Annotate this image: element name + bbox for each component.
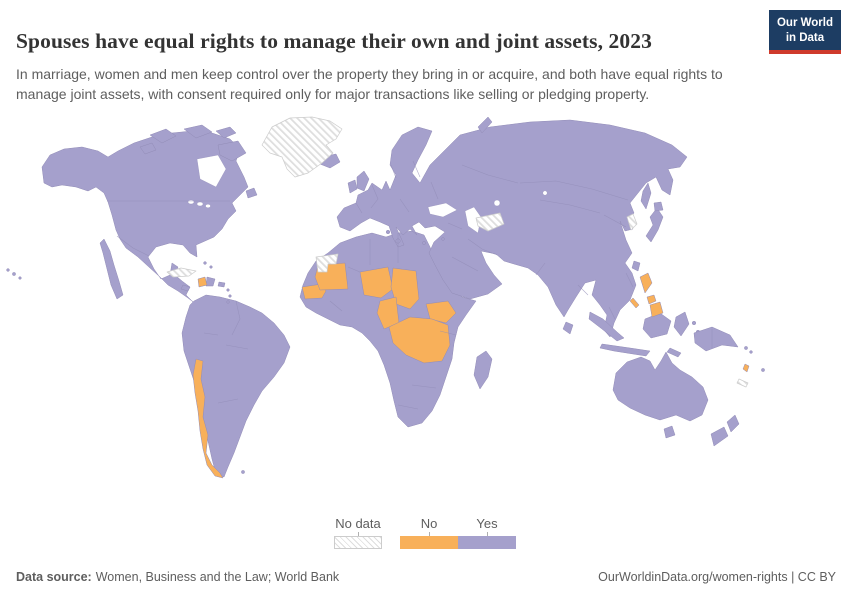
country-vanuatu[interactable]	[742, 363, 750, 373]
region-sakhalin[interactable]	[640, 182, 652, 210]
region-novaya-zemlya[interactable]	[477, 116, 493, 134]
legend-tick	[357, 532, 359, 536]
region-caribbean-islands[interactable]	[180, 261, 245, 474]
world-map[interactable]	[0, 105, 850, 505]
legend-item-yes[interactable]: Yes	[458, 516, 516, 549]
legend-category-bar: No Yes	[400, 516, 516, 549]
legend-swatch-yes[interactable]	[458, 536, 516, 549]
data-source: Data source: Women, Business and the Law;…	[16, 570, 339, 584]
region-sri-lanka[interactable]	[562, 321, 574, 335]
page-title: Spouses have equal rights to manage thei…	[16, 29, 652, 54]
country-philippines[interactable]	[629, 272, 664, 318]
region-british-isles[interactable]	[347, 170, 370, 194]
legend-swatch-no-data[interactable]	[334, 536, 382, 549]
region-madagascar[interactable]	[473, 350, 493, 390]
country-south-sudan[interactable]	[425, 300, 457, 324]
legend-swatch-no[interactable]	[400, 536, 458, 549]
country-greenland-nodata[interactable]	[261, 116, 343, 178]
country-chile[interactable]	[192, 358, 224, 479]
country-congo-drc[interactable]	[388, 316, 451, 364]
legend-label-no: No	[420, 516, 438, 531]
region-hawaii[interactable]	[6, 268, 22, 280]
country-cuba-nodata[interactable]	[166, 267, 197, 278]
country-western-sahara-nodata[interactable]	[315, 253, 339, 273]
legend-label-no-data: No data	[335, 516, 381, 531]
owid-logo-line2: in Data	[785, 31, 825, 44]
legend-tick	[428, 532, 430, 536]
chart-subtitle: In marriage, women and men keep control …	[16, 66, 723, 103]
region-southeast-asia-islands[interactable]	[588, 311, 701, 358]
region-arctic-islands[interactable]	[139, 124, 258, 199]
data-source-label: Data source:	[16, 570, 92, 584]
region-taiwan[interactable]	[631, 260, 641, 272]
data-source-value: Women, Business and the Law; World Bank	[95, 570, 340, 584]
region-japan[interactable]	[645, 201, 664, 243]
country-niger[interactable]	[359, 266, 394, 299]
map-legend: No data No Yes	[0, 516, 850, 549]
region-pacific-islands[interactable]	[744, 346, 765, 372]
country-new-caledonia-nodata[interactable]	[736, 378, 749, 388]
region-australia[interactable]	[612, 351, 709, 422]
region-tasmania[interactable]	[663, 425, 676, 439]
chart-footer: Data source: Women, Business and the Law;…	[16, 570, 836, 584]
country-borders	[107, 160, 713, 410]
legend-tick	[486, 532, 488, 536]
country-chad[interactable]	[390, 267, 420, 310]
region-new-guinea[interactable]	[693, 326, 739, 352]
owid-logo-line1: Our World	[776, 17, 833, 29]
country-haiti[interactable]	[197, 276, 208, 288]
region-baja-california[interactable]	[99, 238, 124, 300]
credit-link[interactable]: OurWorldinData.org/women-rights | CC BY	[598, 570, 836, 584]
owid-logo[interactable]: Our World in Data	[768, 10, 841, 54]
legend-label-yes: Yes	[476, 516, 498, 531]
country-north-korea-nodata[interactable]	[626, 213, 638, 231]
region-south-america[interactable]	[181, 294, 291, 478]
legend-item-no[interactable]: No	[400, 516, 458, 549]
region-eurasia[interactable]	[336, 119, 688, 338]
legend-item-no-data[interactable]: No data	[334, 516, 382, 549]
region-new-zealand[interactable]	[710, 414, 740, 447]
country-turkmenistan-nodata[interactable]	[475, 212, 505, 232]
